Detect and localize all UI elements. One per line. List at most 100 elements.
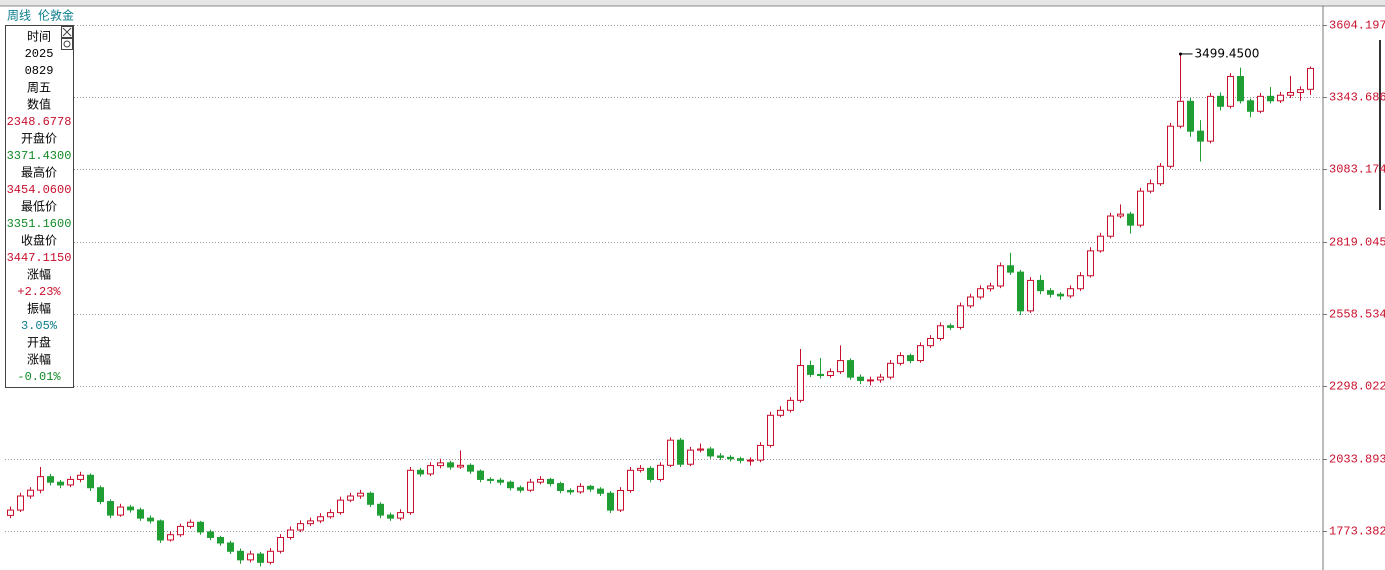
candle-body (1177, 100, 1184, 127)
candle-body (7, 509, 14, 516)
info-line: 0829 (25, 64, 54, 78)
candle-body (897, 355, 904, 364)
candle-body (1257, 95, 1264, 112)
info-line: 涨幅 (27, 267, 51, 282)
candle-body (177, 525, 184, 536)
candle-body (27, 489, 34, 497)
candle-body (967, 296, 974, 307)
close-icon (62, 27, 72, 37)
candle-body (797, 365, 804, 401)
info-line: 数值 (27, 97, 51, 112)
candle-body (637, 467, 644, 471)
candle-body (367, 492, 374, 505)
candle-body (527, 481, 534, 491)
info-line: -0.01% (17, 370, 61, 384)
candle-body (157, 520, 164, 541)
candle-body (247, 553, 254, 561)
candle-body (707, 448, 714, 457)
candle-body (767, 414, 774, 446)
candle-body (87, 474, 94, 489)
candle-body (127, 506, 134, 511)
candle-body (1297, 89, 1304, 93)
candle-body (337, 499, 344, 514)
candle-body (587, 485, 594, 490)
candle-body (377, 503, 384, 516)
candle-body (167, 534, 174, 541)
candle-body (457, 464, 464, 468)
candle-body (1217, 95, 1224, 107)
candle-body (267, 550, 274, 563)
candle-body (977, 288, 984, 298)
candle-body (187, 521, 194, 527)
annotation-dot (1179, 52, 1182, 56)
y-tick-label: 2819.045 (1329, 236, 1385, 250)
candle-body (1247, 100, 1254, 112)
info-line: 开盘 (27, 335, 51, 350)
y-tick-label: 3604.197 (1329, 19, 1385, 33)
y-tick-label: 3083.174 (1329, 163, 1385, 177)
settings-button[interactable] (61, 38, 73, 50)
candle-body (597, 488, 604, 494)
candle-body (567, 489, 574, 493)
candle-body (917, 345, 924, 362)
candle-body (997, 265, 1004, 287)
y-tick-label: 2558.534 (1329, 308, 1385, 322)
candle-body (547, 478, 554, 485)
info-line: 最高价 (21, 165, 57, 180)
candle-body (1157, 165, 1164, 185)
y-tick-label: 2033.893 (1329, 453, 1385, 467)
candle-body (737, 458, 744, 461)
candle-body (947, 325, 954, 328)
candle-body (97, 487, 104, 503)
candle-body (1087, 250, 1094, 277)
candle-body (1287, 91, 1294, 96)
candle-body (407, 469, 414, 514)
candle-body (837, 360, 844, 373)
candle-body (1047, 290, 1054, 295)
candle-body (257, 553, 264, 563)
candle-body (347, 495, 354, 501)
candle-body (697, 448, 704, 451)
candle-body (757, 444, 764, 461)
candle-body (1227, 75, 1234, 107)
candle-body (717, 455, 724, 458)
candle-body (117, 506, 124, 516)
candle-body (1117, 213, 1124, 217)
candle-body (887, 362, 894, 378)
toolbar[interactable] (0, 0, 1385, 6)
candle-body (77, 474, 84, 480)
info-line: 涨幅 (27, 352, 51, 367)
candle-body (57, 481, 64, 486)
candle-body (557, 483, 564, 491)
candle-body (857, 376, 864, 381)
info-line: 3351.1600 (7, 217, 72, 231)
candle-body (577, 485, 584, 493)
info-line: +2.23% (17, 285, 61, 299)
candle-body (687, 449, 694, 465)
candle-body (1067, 288, 1074, 297)
candle-body (197, 521, 204, 533)
info-line: 3371.4300 (7, 149, 72, 163)
candle-body (1077, 275, 1084, 290)
candle-body (657, 464, 664, 480)
candle-body (417, 469, 424, 475)
candle-body (987, 285, 994, 290)
candle-body (1037, 279, 1044, 292)
info-line: 2348.6778 (7, 115, 72, 129)
candle-body (297, 523, 304, 531)
info-line: 3.05% (21, 319, 58, 333)
candle-body (17, 495, 24, 511)
y-tick-label: 2298.022 (1329, 380, 1385, 394)
candle-body (957, 305, 964, 328)
candle-body (437, 462, 444, 467)
info-line: 开盘价 (21, 131, 57, 146)
info-line: 收盘价 (21, 233, 57, 248)
candle-body (1207, 95, 1214, 142)
candle-body (727, 456, 734, 460)
candle-body (487, 478, 494, 481)
candle-body (1237, 75, 1244, 102)
candle-body (1017, 271, 1024, 312)
candle-body (477, 470, 484, 480)
candle-body (387, 514, 394, 519)
candle-body (467, 464, 474, 472)
